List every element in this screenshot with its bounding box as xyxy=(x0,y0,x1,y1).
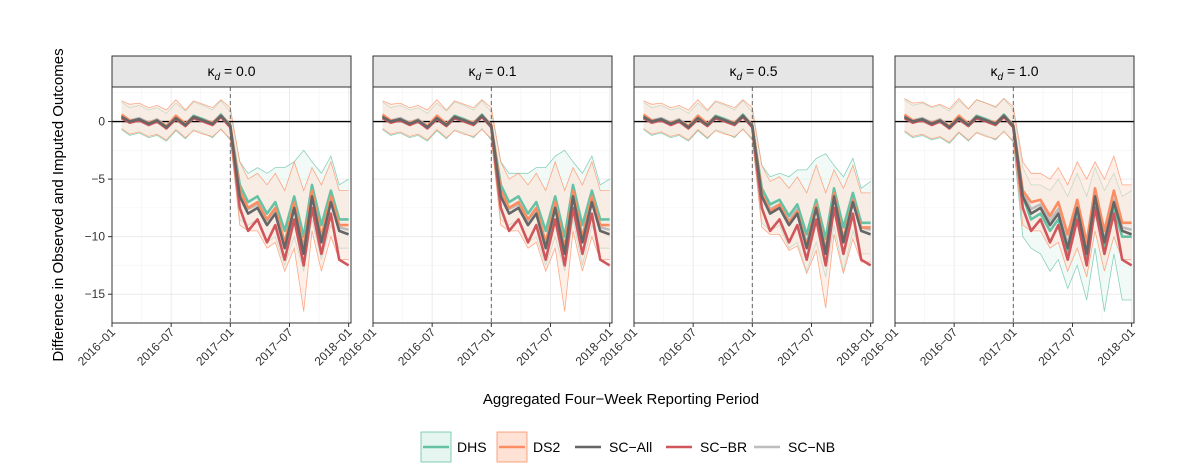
facet-strip xyxy=(111,55,352,88)
sc-all-line xyxy=(903,114,1133,256)
x-tick-label: 2016−07 xyxy=(917,325,960,368)
legend-item-sc-nb: SC−NB xyxy=(754,439,835,455)
x-tick-label: 2017−01 xyxy=(454,325,497,368)
dhs-band-lower-edge xyxy=(904,130,1132,312)
ds2-band-lower-edge xyxy=(643,128,871,309)
ds2-band-upper-edge xyxy=(643,99,871,195)
legend: DHS DS2 SC−All SC−BR SC−NB xyxy=(420,431,835,463)
legend-item-dhs: DHS xyxy=(420,431,487,463)
sc-all-line xyxy=(642,114,872,256)
legend-item-ds2: DS2 xyxy=(496,431,560,463)
panel-border xyxy=(111,86,352,324)
x-tick-label: 2017−01 xyxy=(715,325,758,368)
x-axis-title: Aggregated Four−Week Reporting Period xyxy=(483,391,759,408)
y-tick-label: −5 xyxy=(91,172,105,186)
x-tick-label: 2017−07 xyxy=(1035,325,1078,368)
panel-border xyxy=(372,86,613,324)
legend-label: SC−All xyxy=(609,439,652,455)
ds2-band-upper-edge xyxy=(904,97,1132,186)
dhs-interval-band xyxy=(904,98,1132,312)
facet-strip-label: κd = 0.5 xyxy=(730,63,778,83)
x-tick-label: 2017−07 xyxy=(774,325,817,368)
x-tick-label: 2017−07 xyxy=(252,325,295,368)
sc-all-line xyxy=(381,114,611,256)
legend-label: SC−NB xyxy=(788,439,835,455)
facet-strip-label: κd = 0.1 xyxy=(469,63,517,83)
x-tick-label: 2016−07 xyxy=(656,325,699,368)
ds2-band-upper-edge xyxy=(121,99,349,192)
x-tick-label: 2016−07 xyxy=(134,325,177,368)
x-tick-label: 2016−07 xyxy=(395,325,438,368)
x-tick-label: 2017−01 xyxy=(976,325,1019,368)
x-tick-label: 2017−07 xyxy=(513,325,556,368)
facet-strip-label: κd = 1.0 xyxy=(991,63,1039,83)
facet-strip xyxy=(372,55,613,88)
y-tick-label: −10 xyxy=(85,230,106,244)
x-tick-label: 2018−01 xyxy=(1095,325,1138,368)
ds2-band-lower-edge xyxy=(121,128,349,312)
y-axis-title: Difference in Observed and Imputed Outco… xyxy=(50,48,67,361)
sc-all-line xyxy=(120,114,350,256)
y-tick-label: −15 xyxy=(85,287,106,301)
y-tick-label: 0 xyxy=(98,115,105,129)
legend-label: DS2 xyxy=(533,439,560,455)
ds2-band-upper-edge xyxy=(382,99,610,192)
legend-item-sc-br: SC−BR xyxy=(666,439,747,455)
ds2-band-lower-edge xyxy=(904,130,1132,278)
panel-border xyxy=(633,86,874,324)
legend-label: SC−BR xyxy=(700,439,747,455)
legend-label: DHS xyxy=(457,439,487,455)
panel-border xyxy=(894,86,1135,324)
x-tick-label: 2017−01 xyxy=(193,325,236,368)
legend-item-sc-all: SC−All xyxy=(575,439,652,455)
ds2-band-lower-edge xyxy=(382,128,610,312)
x-tick-label: 2016−01 xyxy=(75,325,118,368)
facet-strip-label: κd = 0.0 xyxy=(208,63,256,83)
